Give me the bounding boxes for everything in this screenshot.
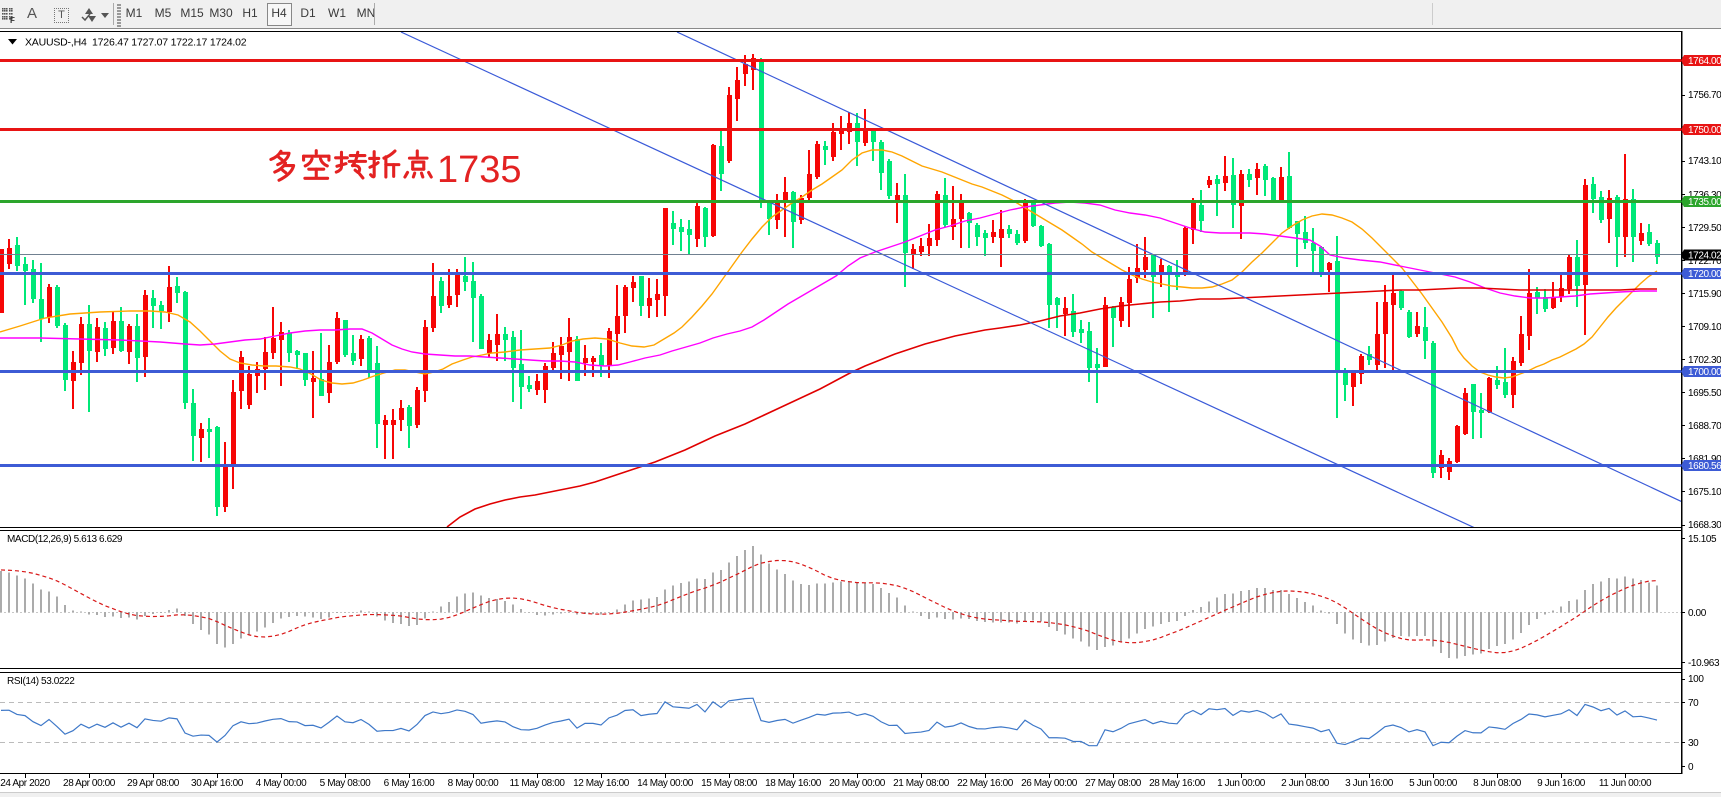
svg-text:4 May 00:00: 4 May 00:00 bbox=[256, 778, 307, 789]
svg-text:15.105: 15.105 bbox=[1688, 534, 1717, 545]
svg-text:22 May 16:00: 22 May 16:00 bbox=[957, 778, 1014, 789]
svg-text:5 Jun 00:00: 5 Jun 00:00 bbox=[1409, 778, 1458, 789]
svg-text:30: 30 bbox=[1688, 738, 1699, 749]
svg-text:24 Apr 2020: 24 Apr 2020 bbox=[0, 778, 50, 789]
svg-text:1736.30: 1736.30 bbox=[1688, 190, 1721, 201]
svg-text:1735: 1735 bbox=[437, 149, 522, 191]
svg-text:F: F bbox=[10, 16, 15, 24]
svg-text:8 Jun 08:00: 8 Jun 08:00 bbox=[1473, 778, 1522, 789]
svg-text:100: 100 bbox=[1688, 674, 1704, 685]
svg-text:11 May 08:00: 11 May 08:00 bbox=[509, 778, 565, 789]
svg-text:29 Apr 08:00: 29 Apr 08:00 bbox=[127, 778, 180, 789]
svg-text:1729.50: 1729.50 bbox=[1688, 223, 1721, 234]
svg-text:14 May 00:00: 14 May 00:00 bbox=[637, 778, 694, 789]
svg-text:1709.10: 1709.10 bbox=[1688, 322, 1721, 333]
svg-text:12 May 16:00: 12 May 16:00 bbox=[573, 778, 630, 789]
svg-text:1 Jun 00:00: 1 Jun 00:00 bbox=[1217, 778, 1266, 789]
svg-text:1688.70: 1688.70 bbox=[1688, 421, 1721, 432]
svg-text:8 May 00:00: 8 May 00:00 bbox=[448, 778, 499, 789]
svg-text:18 May 16:00: 18 May 16:00 bbox=[765, 778, 822, 789]
svg-text:1675.10: 1675.10 bbox=[1688, 487, 1721, 498]
svg-text:6 May 16:00: 6 May 16:00 bbox=[384, 778, 435, 789]
svg-text:28 May 16:00: 28 May 16:00 bbox=[1149, 778, 1206, 789]
svg-text:28 Apr 00:00: 28 Apr 00:00 bbox=[63, 778, 116, 789]
svg-text:1720.00: 1720.00 bbox=[1688, 269, 1721, 280]
svg-text:0: 0 bbox=[1688, 762, 1694, 773]
svg-text:15 May 08:00: 15 May 08:00 bbox=[701, 778, 758, 789]
svg-text:1681.90: 1681.90 bbox=[1688, 454, 1721, 465]
svg-text:0.00: 0.00 bbox=[1688, 608, 1707, 619]
svg-text:26 May 00:00: 26 May 00:00 bbox=[1021, 778, 1078, 789]
svg-text:1702.30: 1702.30 bbox=[1688, 355, 1721, 366]
svg-text:11 Jun 00:00: 11 Jun 00:00 bbox=[1599, 778, 1652, 789]
svg-text:1735.00: 1735.00 bbox=[1688, 197, 1721, 208]
svg-text:5 May 08:00: 5 May 08:00 bbox=[320, 778, 371, 789]
svg-text:RSI(14) 53.0222: RSI(14) 53.0222 bbox=[7, 676, 75, 687]
svg-text:MACD(12,26,9) 5.613 6.629: MACD(12,26,9) 5.613 6.629 bbox=[7, 534, 123, 545]
svg-text:1724.02: 1724.02 bbox=[1688, 251, 1721, 262]
svg-text:1680.56: 1680.56 bbox=[1688, 461, 1721, 472]
svg-text:3 Jun 16:00: 3 Jun 16:00 bbox=[1345, 778, 1394, 789]
svg-text:2 Jun 08:00: 2 Jun 08:00 bbox=[1281, 778, 1330, 789]
svg-text:1750.00: 1750.00 bbox=[1688, 125, 1721, 136]
svg-text:21 May 08:00: 21 May 08:00 bbox=[893, 778, 950, 789]
svg-text:70: 70 bbox=[1688, 698, 1699, 709]
svg-text:9 Jun 16:00: 9 Jun 16:00 bbox=[1537, 778, 1586, 789]
svg-text:1715.90: 1715.90 bbox=[1688, 289, 1721, 300]
svg-text:30 Apr 16:00: 30 Apr 16:00 bbox=[191, 778, 244, 789]
svg-text:XAUUSD-,H4 1726.47 1727.07 17: XAUUSD-,H4 1726.47 1727.07 1722.17 1724.… bbox=[25, 37, 247, 49]
svg-text:1722.70: 1722.70 bbox=[1688, 256, 1721, 267]
svg-text:1700.00: 1700.00 bbox=[1688, 367, 1721, 378]
svg-text:1764.00: 1764.00 bbox=[1688, 56, 1721, 67]
svg-text:1756.70: 1756.70 bbox=[1688, 90, 1721, 101]
svg-text:27 May 08:00: 27 May 08:00 bbox=[1085, 778, 1142, 789]
svg-text:-10.963: -10.963 bbox=[1688, 658, 1720, 669]
svg-text:1743.10: 1743.10 bbox=[1688, 156, 1721, 167]
svg-text:1668.30: 1668.30 bbox=[1688, 520, 1721, 531]
svg-text:1695.50: 1695.50 bbox=[1688, 388, 1721, 399]
svg-text:20 May 00:00: 20 May 00:00 bbox=[829, 778, 886, 789]
